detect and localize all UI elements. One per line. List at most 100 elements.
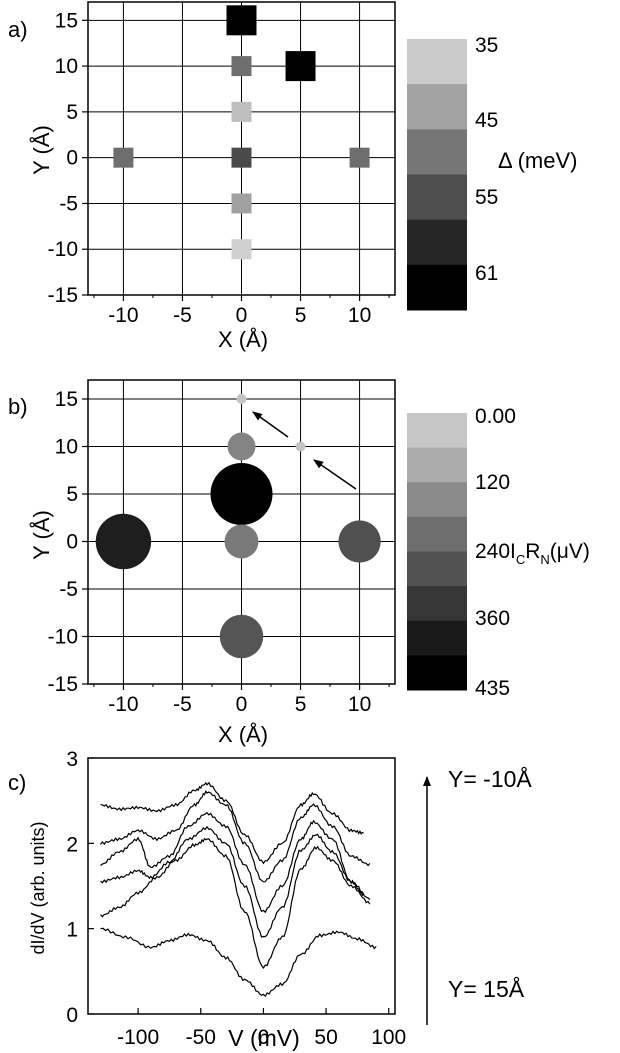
panel-b-ylabel: Y (Å) <box>29 510 54 560</box>
panel-b-colorbar-band-7 <box>407 655 467 691</box>
arrow-to-point-0-15 <box>252 411 289 438</box>
panel-c-lines <box>100 781 377 998</box>
panel-a-colorbar-tick-2: 55 <box>475 186 498 209</box>
panel-a: a) -10 -5 0 5 10 -15 -10 -5 0 5 10 15 X (Å) Y (Å) 3… <box>8 1 577 352</box>
panel-b-colorbar-band-0 <box>407 413 467 449</box>
annotation-bottom: Y= 15Å <box>448 975 525 1002</box>
panel-b-ytick-label-0: -15 <box>48 673 78 696</box>
panel-a-ytick-label-5: 10 <box>55 55 78 78</box>
panel-b-xtick-label-3: 5 <box>295 693 307 716</box>
panel-b-point-6 <box>338 520 381 563</box>
panel-a-xtick-label-3: 5 <box>295 304 307 327</box>
panel-a-xlabel: X (Å) <box>218 327 268 352</box>
panel-b-ytick-label-4: 5 <box>66 483 78 506</box>
arrow-to-point-5-10 <box>313 459 357 490</box>
panel-a-ytick-label-0: -15 <box>48 284 78 307</box>
panel-c-xtick-label-1: -50 <box>186 1026 216 1049</box>
icrn-label-sub-c: C <box>516 552 525 567</box>
panel-c-ytick-label-3: 3 <box>66 748 78 771</box>
panel-a-colorbar-label: Δ (meV) <box>498 148 577 173</box>
panel-b-label: b) <box>8 394 28 419</box>
panel-b-ytick-label-5: 10 <box>55 436 78 459</box>
panel-a-xtick-label-0: -10 <box>108 304 138 327</box>
panel-b-point-4 <box>224 524 259 559</box>
panel-b-point-2 <box>227 432 256 461</box>
panel-b-points <box>95 394 381 659</box>
panel-b-xtick-label-1: -5 <box>173 693 192 716</box>
panel-a-ytick-label-3: 0 <box>66 147 78 170</box>
panel-b-point-1 <box>295 441 306 452</box>
panel-c-frame <box>87 757 396 1015</box>
panel-a-colorbar-band-3 <box>407 174 467 221</box>
panel-a-point-4 <box>231 147 252 168</box>
panel-c-series-2 <box>100 825 371 938</box>
panel-b-point-0 <box>236 394 247 404</box>
panel-c-ytick-label-1: 1 <box>66 919 78 942</box>
panel-b-colorbar-tick-1: 120 <box>475 471 510 494</box>
panel-b-ytick-label-2: -5 <box>59 578 78 601</box>
panel-b-xlabel: X (Å) <box>218 722 268 747</box>
panel-c-xtick-label-2: 0 <box>258 1026 270 1049</box>
panel-a-ytick-label-1: -10 <box>48 238 78 261</box>
icrn-label-unit: (μV) <box>550 540 590 563</box>
panel-b-point-7 <box>219 614 264 659</box>
panel-a-colorbar-band-0 <box>407 39 467 85</box>
panel-a-ytick-label-2: -5 <box>59 192 78 215</box>
panel-b-colorbar-band-4 <box>407 551 467 587</box>
panel-a-point-2 <box>231 56 252 77</box>
panel-a-colorbar-band-4 <box>407 219 467 266</box>
panel-c-ylabel: dI/dV (arb. units) <box>28 821 48 954</box>
panel-a-point-0 <box>226 5 257 36</box>
panel-b-colorbar-band-3 <box>407 516 467 552</box>
panel-c-series-1 <box>100 837 371 969</box>
panel-c-series-4 <box>100 790 371 883</box>
panel-b-ticks: -10 -5 0 5 10 -15 -10 -5 0 5 10 15 <box>48 388 390 716</box>
panel-a-colorbar-band-2 <box>407 129 467 175</box>
panel-a-point-8 <box>231 239 252 260</box>
panel-b-ytick-label-3: 0 <box>66 531 78 554</box>
panel-a-ytick-label-4: 5 <box>66 101 78 124</box>
panel-b: b) -10 -5 0 5 10 -15 -10 -5 0 5 10 15 X (Å) Y (Å) 0… <box>8 379 590 747</box>
panel-c-xtick-label-0: -100 <box>117 1026 159 1049</box>
panel-a-ticks: -10 -5 0 5 10 -15 -10 -5 0 5 10 15 <box>48 9 390 327</box>
panel-c-ticks: -100 -50 0 50 100 0 1 2 3 <box>66 748 406 1049</box>
panel-b-ytick-label-6: 15 <box>55 388 78 411</box>
panel-c-ytick-label-2: 2 <box>66 833 78 856</box>
panel-b-xtick-label-4: 10 <box>348 693 371 716</box>
panel-a-point-5 <box>113 147 134 168</box>
panel-b-ytick-label-1: -10 <box>48 626 78 649</box>
panel-a-point-1 <box>285 51 316 82</box>
panel-b-colorbar-tick-4: 435 <box>475 677 510 700</box>
panel-c-xtick-label-4: 100 <box>371 1026 406 1049</box>
panel-b-colorbar-band-6 <box>407 620 467 656</box>
panel-a-point-3 <box>231 101 252 122</box>
panel-c-ytick-label-0: 0 <box>66 1004 78 1027</box>
panel-b-colorbar-band-1 <box>407 447 467 483</box>
panel-b-colorbar-tick-2: 240 <box>475 540 510 563</box>
panel-c-xtick-label-3: 50 <box>314 1026 337 1049</box>
panel-a-xtick-label-1: -5 <box>173 304 192 327</box>
panel-b-colorbar-label: ICRN(μV) <box>510 540 590 567</box>
panel-a-points <box>113 5 370 260</box>
panel-b-point-3 <box>210 463 273 525</box>
panel-a-label: a) <box>8 17 28 42</box>
panel-a-colorbar-band-1 <box>407 84 467 130</box>
panel-b-point-5 <box>95 513 152 570</box>
panel-a-colorbar-tick-0: 35 <box>475 34 498 57</box>
panel-a-colorbar-band-5 <box>407 264 467 311</box>
panel-b-colorbar: 0.00 120 240 360 435 <box>407 405 516 700</box>
panel-a-ylabel: Y (Å) <box>29 125 54 175</box>
panel-c-xlabel: V (mV) <box>228 1025 300 1051</box>
panel-b-xtick-label-0: -10 <box>108 693 138 716</box>
panel-a-colorbar-tick-3: 61 <box>475 262 498 285</box>
panel-c: c) -100 -50 0 50 100 0 1 2 3 V (mV) dI/dV (arb. … <box>8 748 532 1051</box>
panel-a-colorbar: 35 45 55 61 <box>407 34 498 311</box>
annotation-top: Y= -10Å <box>448 765 532 792</box>
panel-c-label: c) <box>8 770 26 795</box>
panel-b-colorbar-tick-0: 0.00 <box>475 405 516 428</box>
panel-a-xtick-label-4: 10 <box>348 304 371 327</box>
panel-a-colorbar-tick-1: 45 <box>475 109 498 132</box>
panel-c-series-3 <box>100 811 365 914</box>
panel-b-colorbar-band-5 <box>407 586 467 622</box>
